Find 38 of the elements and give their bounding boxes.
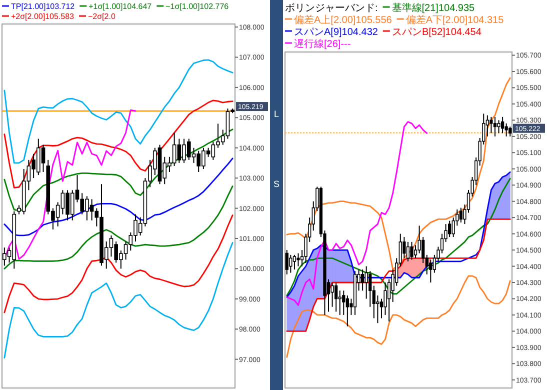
line-series (4, 109, 136, 260)
line-series (4, 242, 234, 358)
legend-title: ボリンジャーバンド: (285, 3, 378, 14)
candlestick (508, 126, 512, 137)
candlestick (360, 269, 364, 292)
text: L (274, 109, 280, 119)
candlestick (289, 254, 292, 274)
legend-label: +1σ[1.00]104.647 (88, 2, 152, 11)
legend-label: 基準線[21]104.935 (392, 2, 476, 14)
legend-label: スパンB[52]104.454 (392, 27, 482, 38)
candlestick (448, 220, 452, 238)
text: S (273, 179, 280, 190)
candlestick (330, 282, 334, 308)
candlestick (292, 254, 296, 270)
candlestick (504, 122, 508, 137)
candlestick (500, 116, 504, 134)
candlestick (410, 241, 414, 260)
candlestick (497, 120, 500, 134)
legend-label: −1σ[1.00]102.776 (166, 2, 230, 11)
legend-label: 偏差A上[2.00]105.556 (294, 14, 392, 26)
legend-label: +2σ[2.00]105.583 (11, 12, 75, 21)
candlestick (429, 259, 432, 283)
legend-label: −2σ[2.0 (88, 12, 116, 21)
legend-label: スパンA[9]104.432 (294, 27, 378, 38)
legend-label: 偏差A下[2.00]104.315 (406, 14, 504, 26)
legend-label: 遅行線[26]--- (294, 38, 351, 50)
candlestick (490, 116, 493, 134)
candlestick (493, 116, 497, 137)
line-series (4, 59, 234, 164)
candlestick (342, 290, 346, 316)
candlestick (406, 241, 410, 262)
legend-label: TP[21.00]103.712 (11, 2, 76, 11)
candlestick (334, 282, 338, 312)
candlestick (296, 252, 300, 267)
candlestick (285, 250, 288, 275)
candlestick (346, 294, 349, 327)
candlestick (459, 207, 462, 223)
candlestick (368, 270, 372, 308)
